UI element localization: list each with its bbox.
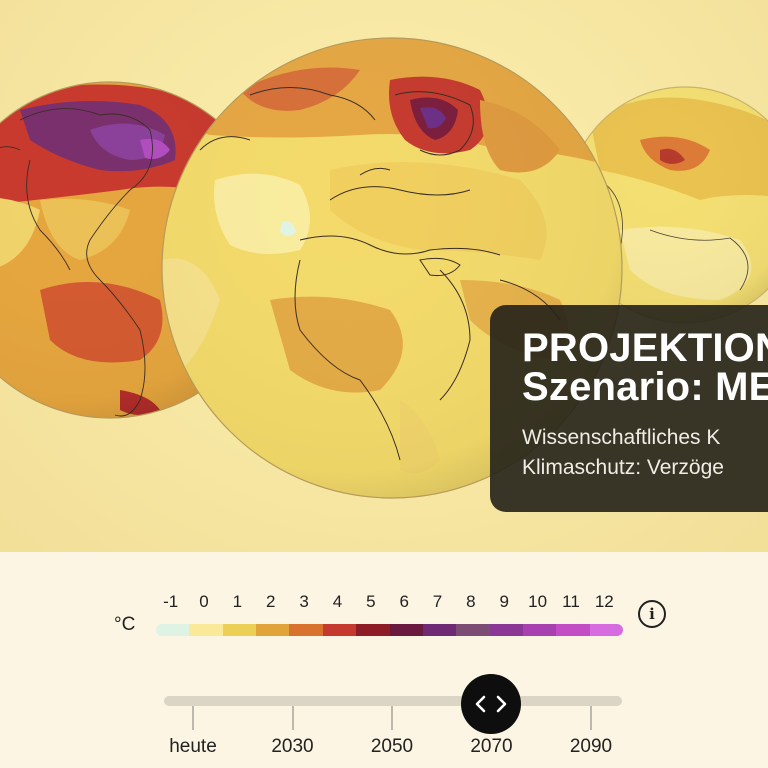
legend-unit: °C: [114, 614, 136, 635]
legend-tick-label: 12: [594, 592, 614, 611]
timeline-tick: [590, 706, 592, 730]
timeline-slider-handle[interactable]: [461, 674, 521, 734]
legend-tick-label: 11: [562, 592, 580, 611]
info-icon[interactable]: i: [638, 600, 666, 628]
legend-tick-label: 3: [299, 592, 309, 611]
legend-tick-label: 0: [199, 592, 209, 611]
legend-swatch: [489, 624, 523, 636]
timeline-tick: [391, 706, 393, 730]
legend-tick-label: 7: [432, 592, 443, 611]
legend-swatch: [189, 624, 223, 636]
legend-tick-label: 8: [466, 592, 476, 611]
globe-center: [162, 38, 622, 498]
legend-tick-label: -1: [163, 592, 179, 611]
globe-map-view[interactable]: PROJEKTION Szenario: MEH Wissenschaftlic…: [0, 0, 768, 552]
legend-tick-label: 2: [266, 592, 276, 611]
legend-swatch: [522, 624, 557, 636]
legend-swatch: [556, 624, 590, 636]
timeline-slider-track[interactable]: [164, 696, 622, 706]
legend-swatch: [156, 624, 190, 636]
timeline-label[interactable]: 2030: [271, 736, 314, 757]
timeline-tick: [192, 706, 194, 730]
legend-tick-label: 9: [499, 592, 509, 611]
globes-svg: [0, 37, 768, 499]
legend-tick-label: 4: [332, 592, 343, 611]
legend-swatch: [322, 624, 357, 636]
timeline-label[interactable]: 2090: [569, 736, 613, 757]
legend-tick-label: 10: [528, 592, 548, 611]
legend-swatch: [222, 624, 257, 636]
scenario-title: PROJEKTION Szenario: MEH: [522, 326, 768, 409]
timeline-label[interactable]: 2050: [370, 736, 414, 757]
legend-tick-label: 5: [366, 592, 376, 611]
legend-swatch: [389, 624, 423, 636]
chevron-left-right-icon: [475, 695, 507, 713]
legend-tick-label: 6: [399, 592, 409, 611]
timeline-label[interactable]: heute: [169, 736, 217, 757]
legend-tick-label: 1: [232, 592, 243, 611]
scenario-card: PROJEKTION Szenario: MEH Wissenschaftlic…: [490, 305, 768, 512]
timeline-tick: [291, 706, 294, 730]
timeline-label[interactable]: 2070: [470, 736, 513, 757]
legend-swatch: [422, 624, 457, 636]
legend-color-scale: [156, 624, 623, 636]
legend-swatch: [356, 624, 390, 636]
scenario-description: Wissenschaftliches K Klimaschutz: Verzög…: [522, 426, 724, 479]
legend-swatch: [289, 624, 323, 636]
legend-swatch: [456, 624, 490, 636]
legend-swatch: [589, 624, 623, 636]
legend-swatch: [256, 624, 290, 636]
globe-right: [567, 87, 768, 323]
